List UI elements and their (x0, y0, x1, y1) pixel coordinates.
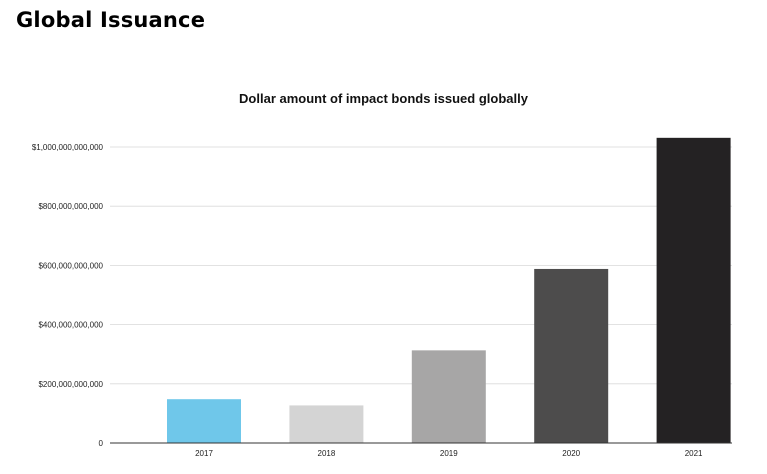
page-title: Global Issuance (16, 8, 206, 32)
y-tick-label: $200,000,000,000 (38, 380, 103, 389)
bar-2019 (411, 350, 486, 443)
y-tick-label: $400,000,000,000 (38, 321, 103, 330)
bar-2017 (167, 399, 241, 443)
y-tick-label: $1,000,000,000,000 (32, 143, 104, 152)
bar-2021 (656, 137, 731, 443)
x-tick-label: 2020 (562, 449, 580, 458)
bars (167, 137, 731, 443)
x-tick-label: 2017 (195, 449, 213, 458)
x-tick-label: 2021 (685, 449, 703, 458)
bar-2020 (534, 268, 609, 443)
y-tick-label: $800,000,000,000 (38, 202, 103, 211)
y-tick-label: 0 (99, 439, 104, 448)
x-axis-tick-labels: 2017 2018 2019 2020 2021 (195, 449, 703, 458)
bar-2018 (289, 405, 364, 443)
y-tick-label: $600,000,000,000 (38, 261, 103, 270)
x-tick-label: 2019 (440, 449, 458, 458)
y-axis-tick-labels: 0 $200,000,000,000 $400,000,000,000 $600,00… (32, 143, 104, 448)
x-tick-label: 2018 (318, 449, 336, 458)
gridlines (110, 146, 732, 385)
chart-title: Dollar amount of impact bonds issued glo… (239, 91, 528, 106)
